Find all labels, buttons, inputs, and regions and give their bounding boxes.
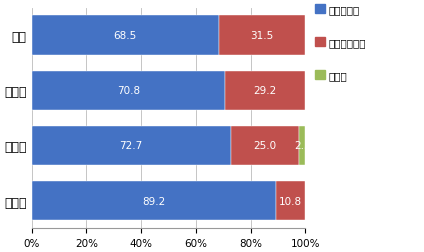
Bar [219, 16, 305, 56]
Bar [31, 181, 276, 220]
Bar [31, 71, 225, 111]
Text: 31.5: 31.5 [251, 31, 274, 41]
Bar [231, 126, 299, 166]
Text: 72.7: 72.7 [120, 141, 142, 151]
Legend: 知っている, 知らなかった, 無回答: 知っている, 知らなかった, 無回答 [313, 3, 368, 83]
Bar [31, 16, 219, 56]
Text: 68.5: 68.5 [114, 31, 137, 41]
Bar [31, 126, 231, 166]
Text: 70.8: 70.8 [117, 86, 140, 96]
Bar [299, 126, 305, 166]
Text: 2.3: 2.3 [294, 141, 310, 151]
Text: 25.0: 25.0 [253, 141, 276, 151]
Bar [225, 71, 305, 111]
Text: 29.2: 29.2 [254, 86, 277, 96]
Bar [276, 181, 305, 220]
Text: 10.8: 10.8 [279, 196, 302, 206]
Text: 89.2: 89.2 [142, 196, 165, 206]
